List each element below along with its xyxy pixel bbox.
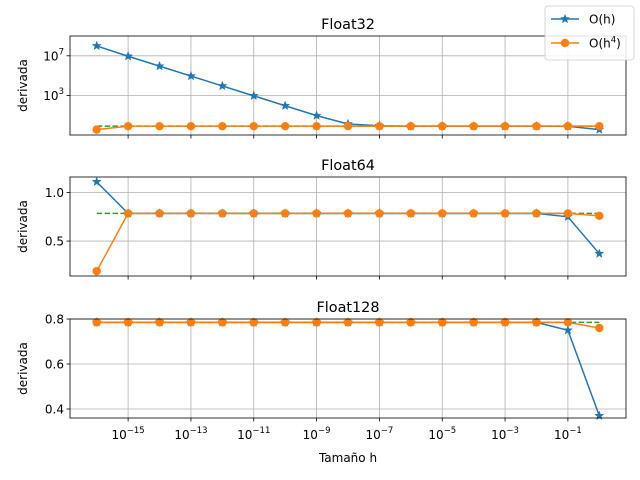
x-tick-label: 10−11	[237, 426, 270, 442]
data-point	[217, 80, 228, 91]
x-axis-label: Tamaño h	[318, 451, 377, 465]
data-point	[469, 209, 478, 218]
data-point	[375, 209, 384, 218]
data-point	[375, 318, 384, 327]
x-tick-label: 10−9	[303, 426, 331, 442]
data-point	[311, 110, 322, 120]
series-line-oh4	[96, 212, 600, 272]
data-point	[123, 318, 133, 327]
data-point	[186, 209, 196, 218]
data-point	[249, 318, 258, 327]
data-point	[375, 121, 384, 131]
data-point	[186, 121, 196, 131]
data-point	[92, 318, 101, 327]
data-point	[91, 40, 102, 51]
axes-frame	[69, 318, 627, 419]
data-point	[312, 318, 321, 327]
data-point	[438, 121, 447, 131]
y-axis-label: derivada	[16, 342, 30, 395]
data-point	[532, 121, 541, 131]
x-tick-label: 10−15	[111, 426, 144, 442]
y-tick-label: 0.6	[45, 358, 64, 372]
data-point	[249, 121, 258, 131]
data-point	[123, 209, 133, 218]
y-tick-label: 107	[43, 47, 64, 63]
axes-frame	[69, 176, 627, 277]
x-tick-label: 10−5	[428, 426, 456, 442]
legend: O(h) O(h4)	[544, 5, 635, 61]
y-tick-label: 0.8	[45, 313, 64, 327]
legend-marker	[559, 13, 571, 24]
data-point	[312, 209, 321, 218]
legend-label: O(h)	[589, 13, 615, 27]
data-point	[595, 211, 604, 221]
x-tick-label: 10−1	[554, 426, 582, 442]
subplot-title: Float32	[321, 17, 375, 33]
data-point	[185, 70, 197, 81]
data-point	[532, 318, 541, 327]
series-line-oh	[96, 45, 600, 131]
y-tick-label: 103	[43, 87, 64, 103]
data-point	[280, 121, 290, 131]
data-point	[218, 209, 227, 218]
data-point	[500, 318, 510, 327]
data-point	[500, 121, 510, 131]
data-point	[312, 121, 321, 131]
subplot-title: Float128	[316, 300, 379, 316]
y-tick-label: 0.5	[45, 235, 64, 249]
data-point	[155, 209, 164, 218]
data-point	[563, 318, 573, 327]
data-point	[532, 209, 541, 218]
data-point	[155, 318, 164, 327]
data-point	[92, 125, 101, 134]
data-point	[595, 323, 604, 333]
data-point	[500, 209, 510, 218]
data-point	[594, 248, 605, 258]
data-point	[438, 318, 447, 327]
data-point	[91, 176, 102, 187]
data-point	[218, 121, 227, 131]
y-axis-label: derivada	[16, 200, 30, 253]
data-point	[218, 318, 227, 327]
data-point	[280, 209, 290, 218]
subplot-title: Float64	[321, 158, 375, 174]
data-point	[123, 50, 134, 61]
legend-label: O(h4)	[589, 36, 621, 51]
data-point	[406, 318, 416, 327]
data-point	[343, 121, 353, 131]
data-point	[248, 90, 259, 101]
data-point	[343, 318, 353, 327]
data-point	[406, 209, 416, 218]
x-tick-label: 10−13	[174, 426, 207, 442]
axes-frame	[69, 35, 627, 136]
data-point	[123, 121, 133, 131]
data-point	[563, 209, 573, 218]
data-point	[155, 121, 164, 131]
data-point	[469, 318, 478, 327]
subplot-float32: 103 107 Float32 derivada	[16, 17, 627, 139]
subplot-float128: 10−15 10−13 10−11 10−9 10−7 10−5 10−3 10−1 0.4 0.…	[16, 300, 627, 442]
data-point	[280, 318, 290, 327]
data-point	[92, 266, 101, 276]
data-point	[249, 209, 258, 218]
y-axis-label: derivada	[16, 59, 30, 112]
data-point	[154, 60, 165, 71]
data-point	[406, 121, 416, 131]
data-point	[280, 100, 291, 111]
data-point	[563, 121, 573, 131]
data-point	[595, 121, 604, 131]
legend-marker	[560, 38, 570, 48]
data-point	[186, 318, 196, 327]
x-tick-label: 10−7	[366, 426, 394, 442]
y-tick-label: 0.4	[45, 403, 64, 417]
subplot-float64: 0.5 1.0 Float64 derivada	[16, 158, 627, 280]
data-point	[562, 324, 573, 335]
series-line-oh	[96, 321, 601, 417]
x-tick-label: 10−3	[491, 426, 519, 442]
data-point	[469, 121, 478, 131]
data-point	[438, 209, 447, 218]
y-tick-label: 1.0	[45, 186, 64, 200]
data-point	[343, 209, 353, 218]
